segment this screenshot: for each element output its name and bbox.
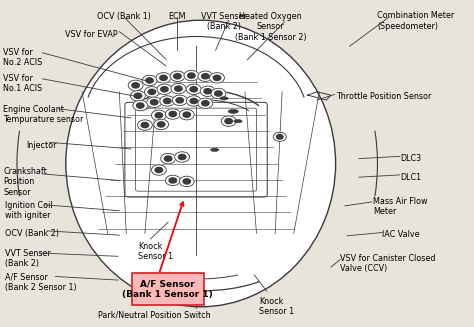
Text: Knock
Sensor 1: Knock Sensor 1	[259, 297, 294, 317]
Circle shape	[174, 152, 190, 162]
Text: DLC1: DLC1	[401, 173, 422, 181]
Text: OCV (Bank 1): OCV (Bank 1)	[97, 12, 151, 21]
Text: IAC Valve: IAC Valve	[382, 230, 420, 239]
Circle shape	[176, 98, 183, 103]
Circle shape	[169, 112, 176, 117]
Circle shape	[201, 101, 209, 106]
Circle shape	[155, 167, 163, 173]
Ellipse shape	[210, 148, 219, 151]
Text: Combination Meter
(Speedometer): Combination Meter (Speedometer)	[377, 11, 455, 30]
Circle shape	[157, 122, 165, 127]
Circle shape	[190, 98, 198, 104]
Circle shape	[200, 86, 215, 96]
Circle shape	[190, 87, 198, 92]
Circle shape	[171, 83, 186, 94]
Circle shape	[179, 176, 194, 187]
Text: ECM: ECM	[169, 12, 186, 21]
Circle shape	[183, 112, 191, 117]
Circle shape	[134, 93, 142, 98]
Circle shape	[142, 75, 157, 86]
Circle shape	[161, 87, 168, 92]
Circle shape	[164, 156, 172, 161]
Text: Injector: Injector	[26, 141, 57, 150]
Text: Park/Neutral Position Switch: Park/Neutral Position Switch	[98, 311, 210, 320]
Circle shape	[179, 110, 194, 120]
Circle shape	[160, 96, 174, 106]
Circle shape	[201, 74, 209, 79]
Ellipse shape	[220, 97, 228, 100]
Text: Knock
Sensor 1: Knock Sensor 1	[138, 242, 173, 261]
Circle shape	[132, 83, 139, 88]
Circle shape	[273, 132, 286, 141]
Circle shape	[204, 89, 211, 94]
Text: Heated Oxygen
Sensor
(Bank 1 Sensor 2): Heated Oxygen Sensor (Bank 1 Sensor 2)	[235, 12, 306, 42]
Circle shape	[155, 113, 163, 118]
Text: VSV for EVAP: VSV for EVAP	[65, 30, 118, 39]
Circle shape	[186, 96, 201, 106]
Text: A/F Sensor
(Bank 1 Sensor 1): A/F Sensor (Bank 1 Sensor 1)	[122, 280, 213, 299]
Circle shape	[145, 87, 159, 97]
Text: Ignition Coil
with igniter: Ignition Coil with igniter	[5, 201, 53, 220]
Ellipse shape	[234, 120, 242, 123]
Circle shape	[157, 84, 172, 95]
Text: Throttle Position Sensor: Throttle Position Sensor	[336, 92, 431, 101]
Circle shape	[128, 80, 143, 91]
Circle shape	[184, 70, 199, 81]
Text: VVT Senser
(Bank 2): VVT Senser (Bank 2)	[201, 12, 247, 31]
Circle shape	[211, 88, 226, 99]
Text: OCV (Bank 2): OCV (Bank 2)	[5, 229, 59, 238]
Circle shape	[169, 178, 176, 183]
Circle shape	[164, 98, 171, 104]
Circle shape	[276, 134, 283, 139]
Circle shape	[156, 73, 171, 83]
Circle shape	[147, 97, 162, 108]
Circle shape	[198, 98, 213, 109]
Circle shape	[174, 74, 181, 79]
Ellipse shape	[228, 110, 238, 113]
Text: VSV for
No.2 ACIS: VSV for No.2 ACIS	[3, 48, 42, 67]
Circle shape	[146, 78, 153, 83]
Circle shape	[173, 95, 187, 106]
Circle shape	[178, 154, 186, 160]
Circle shape	[150, 100, 158, 105]
Circle shape	[161, 153, 175, 164]
Text: Engine Coolant
Tempurature sensor: Engine Coolant Tempurature sensor	[3, 105, 83, 124]
Circle shape	[174, 86, 182, 91]
Text: A/F Sensor
(Bank 2 Sensor 1): A/F Sensor (Bank 2 Sensor 1)	[5, 273, 77, 292]
Circle shape	[221, 116, 236, 126]
Circle shape	[215, 91, 222, 96]
Circle shape	[213, 75, 221, 80]
Circle shape	[165, 109, 180, 119]
Circle shape	[186, 84, 201, 95]
Circle shape	[188, 73, 195, 78]
Circle shape	[137, 120, 152, 130]
Text: Mass Air Flow
Meter: Mass Air Flow Meter	[373, 197, 428, 216]
Circle shape	[148, 89, 155, 95]
Circle shape	[165, 175, 180, 186]
Circle shape	[133, 100, 148, 111]
Circle shape	[198, 71, 213, 81]
Circle shape	[183, 179, 191, 184]
Circle shape	[154, 119, 169, 129]
Text: VVT Senser
(Bank 2): VVT Senser (Bank 2)	[5, 249, 51, 268]
Circle shape	[225, 119, 232, 124]
Text: VSV for Canister Closed
Valve (CCV): VSV for Canister Closed Valve (CCV)	[340, 254, 436, 273]
Circle shape	[151, 165, 166, 175]
Text: DLC3: DLC3	[401, 154, 422, 163]
Circle shape	[151, 110, 166, 121]
Text: Crankshaft
Position
Sensor: Crankshaft Position Sensor	[3, 167, 47, 197]
Circle shape	[210, 73, 224, 83]
FancyBboxPatch shape	[132, 273, 203, 305]
Circle shape	[170, 71, 185, 81]
Text: VSV for
No.1 ACIS: VSV for No.1 ACIS	[3, 74, 42, 93]
Ellipse shape	[66, 20, 336, 307]
Circle shape	[137, 103, 144, 108]
Circle shape	[160, 75, 167, 80]
Circle shape	[130, 91, 146, 101]
Circle shape	[141, 123, 149, 128]
